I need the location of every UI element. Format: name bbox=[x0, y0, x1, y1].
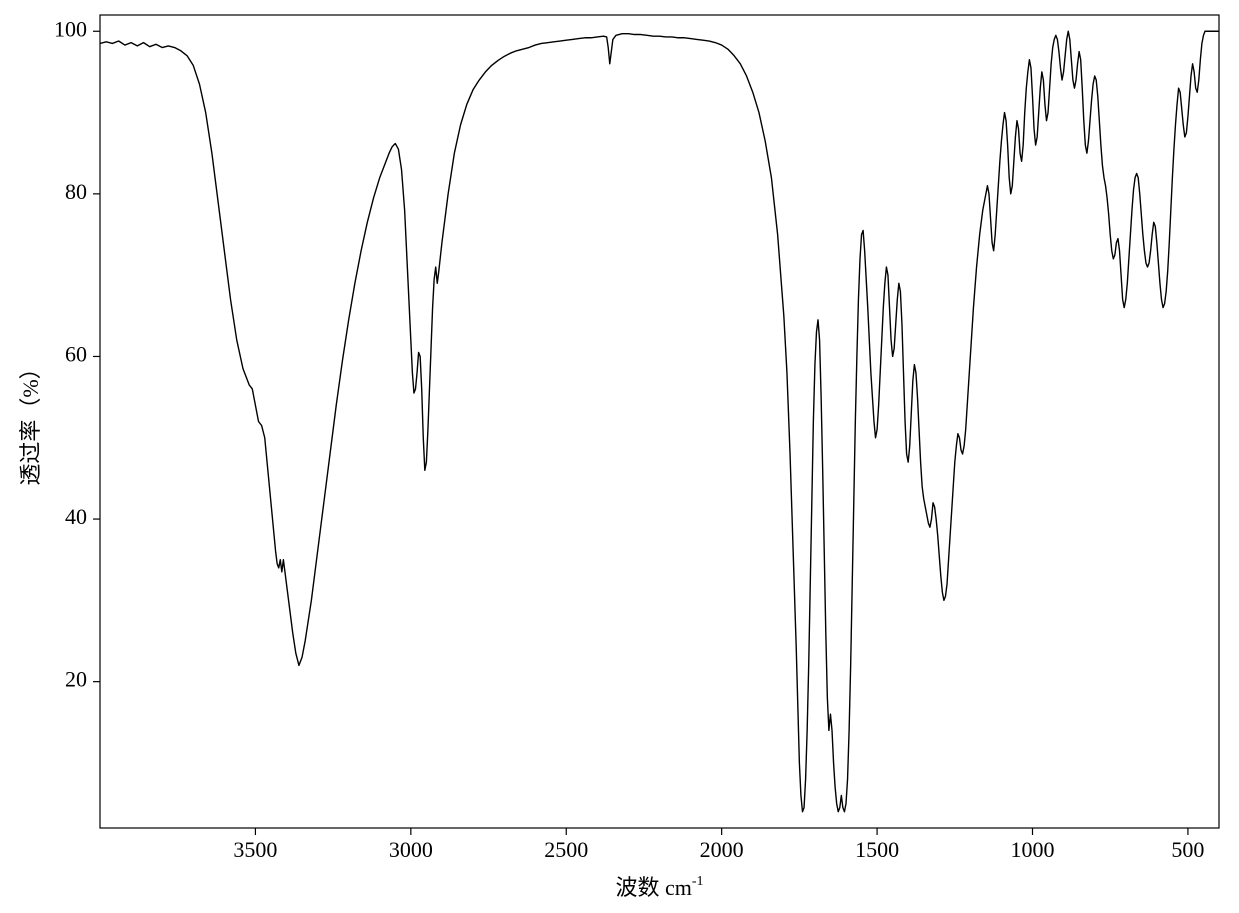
x-axis-label: 波数 cm-1 bbox=[615, 874, 703, 900]
y-axis-label: 透过率（%） bbox=[18, 357, 43, 485]
x-tick-label: 3000 bbox=[389, 837, 433, 862]
x-tick-label: 2500 bbox=[544, 837, 588, 862]
x-tick-label: 1500 bbox=[855, 837, 899, 862]
y-tick-label: 80 bbox=[65, 179, 87, 204]
x-tick-label: 3500 bbox=[233, 837, 277, 862]
x-tick-label: 1000 bbox=[1011, 837, 1055, 862]
y-tick-label: 20 bbox=[65, 667, 87, 692]
ir-spectrum-chart: 20 40 60 80 100 3500 3000 2500 2000 1500 1000 500 波数… bbox=[0, 0, 1239, 913]
x-tick-label: 500 bbox=[1171, 837, 1204, 862]
y-tick-label: 60 bbox=[65, 342, 87, 367]
x-tick-label: 2000 bbox=[700, 837, 744, 862]
y-tick-label: 100 bbox=[54, 16, 87, 41]
y-tick-label: 40 bbox=[65, 504, 87, 529]
